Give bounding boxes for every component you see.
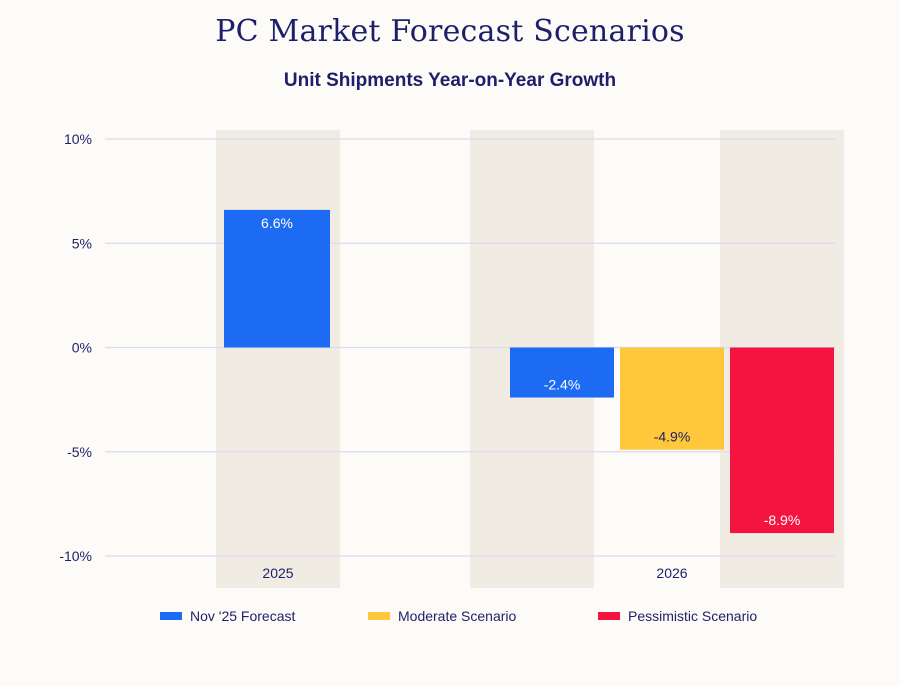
- legend-label-moderate-scenario: Moderate Scenario: [398, 608, 517, 624]
- legend-swatch-moderate-scenario: [368, 612, 390, 620]
- legend-label-pessimistic-scenario: Pessimistic Scenario: [628, 608, 758, 624]
- legend-label-nov-forecast: Nov '25 Forecast: [190, 608, 296, 624]
- bar-data-label: 6.6%: [261, 215, 293, 231]
- bar-data-label: -8.9%: [764, 512, 801, 528]
- chart-title: PC Market Forecast Scenarios: [215, 14, 685, 49]
- y-tick-label: 10%: [64, 131, 92, 147]
- y-tick-label: -5%: [67, 444, 92, 460]
- bar-2026-2: [730, 347, 834, 534]
- y-tick-label: 0%: [72, 340, 92, 356]
- chart-legend: Nov '25 Forecast Moderate Scenario Pessi…: [0, 608, 900, 638]
- legend-item-pessimistic-scenario[interactable]: Pessimistic Scenario: [598, 608, 757, 624]
- band-2025: [216, 130, 340, 588]
- legend-swatch-pessimistic-scenario: [598, 612, 620, 620]
- y-tick-label: 5%: [72, 235, 92, 251]
- x-category-label: 2025: [262, 565, 293, 581]
- bar-2025-0: [224, 209, 330, 348]
- legend-item-moderate-scenario[interactable]: Moderate Scenario: [368, 608, 516, 624]
- legend-item-nov-forecast[interactable]: Nov '25 Forecast: [160, 608, 295, 624]
- x-category-label: 2026: [656, 565, 687, 581]
- bar-2026-1: [620, 347, 724, 450]
- y-tick-label: -10%: [59, 548, 92, 564]
- bar-data-label: -4.9%: [654, 429, 691, 445]
- bar-2026-0: [510, 347, 614, 398]
- chart-subtitle: Unit Shipments Year-on-Year Growth: [283, 70, 617, 91]
- legend-swatch-nov-forecast: [160, 612, 182, 620]
- bar-data-label: -2.4%: [544, 377, 581, 393]
